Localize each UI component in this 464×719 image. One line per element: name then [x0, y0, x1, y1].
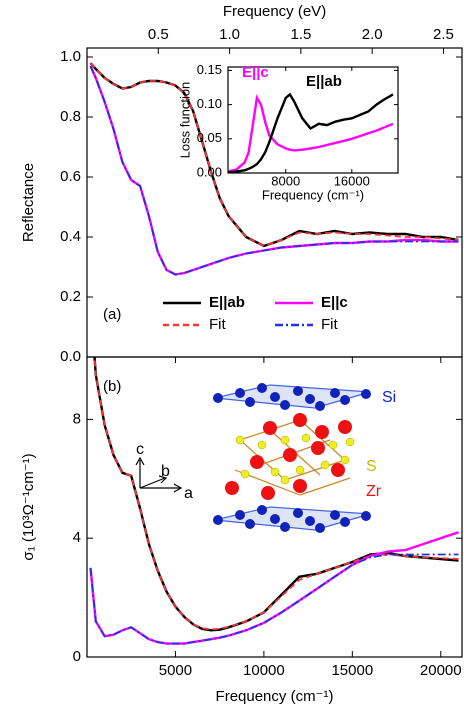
x-tick-label: 16000 — [334, 173, 370, 188]
x-tick-label: 20000 — [420, 662, 462, 679]
y-tick-label: 0.8 — [60, 108, 81, 125]
structure-label: Si — [382, 389, 396, 406]
y-axis-label: σ₁ (10³Ω⁻¹cm⁻¹) — [20, 453, 37, 560]
annotation: E||c — [242, 64, 269, 81]
x2-tick-label: 1.0 — [219, 26, 240, 43]
x-tick-label: 5000 — [159, 662, 192, 679]
x2-tick-label: 0.5 — [148, 26, 169, 43]
legend-label: E||ab — [209, 294, 245, 311]
x-axis-label: Frequency (cm⁻¹) — [216, 688, 334, 705]
legend-label: E||c — [321, 294, 348, 311]
y-tick-label: 0.10 — [197, 96, 222, 111]
x2-tick-label: 2.5 — [433, 26, 454, 43]
legend-label: Fit — [321, 316, 338, 333]
structure-label: Zr — [366, 483, 382, 500]
x-tick-label: 8000 — [271, 173, 300, 188]
y-tick-label: 0 — [73, 648, 81, 665]
annotation: E||ab — [306, 73, 342, 90]
y-tick-label: 0.2 — [60, 288, 81, 305]
y-tick-label: 0.0 — [60, 348, 81, 365]
y-tick-label: 1.0 — [60, 48, 81, 65]
x2-tick-label: 2.0 — [362, 26, 383, 43]
y-tick-label: 0.6 — [60, 168, 81, 185]
figure: 0 4 8 5000 10000 15000 20000 Frequency (cm⁻¹) σ₁… — [0, 0, 464, 719]
x2-axis-label: Frequency (eV) — [223, 3, 326, 20]
panel-label: (a) — [103, 306, 121, 323]
y-tick-label: 0.00 — [197, 164, 222, 179]
y-tick-label: 4 — [73, 529, 81, 546]
x-tick-label: 10000 — [243, 662, 285, 679]
x-axis-label: Frequency (cm⁻¹) — [262, 187, 364, 202]
y-tick-label: 8 — [73, 410, 81, 427]
y-tick-label: 0.4 — [60, 228, 81, 245]
y-axis-label: Reflectance — [20, 163, 37, 242]
y-tick-label: 0.15 — [197, 62, 222, 77]
legend-label: Fit — [209, 316, 226, 333]
y-axis-label: Loss function — [177, 82, 192, 159]
axis-letter: a — [184, 485, 193, 502]
axis-letter: c — [136, 441, 144, 458]
x2-tick-label: 1.5 — [290, 26, 311, 43]
structure-label: S — [366, 458, 377, 475]
axis-letter: b — [161, 463, 170, 480]
panel-label: (b) — [103, 378, 121, 395]
y-tick-label: 0.05 — [197, 130, 222, 145]
x-tick-label: 15000 — [331, 662, 373, 679]
